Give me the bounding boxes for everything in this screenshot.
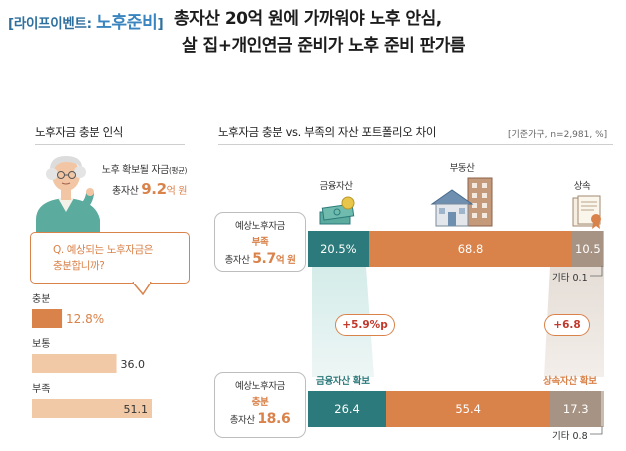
stacked-segment: 26.4 (308, 391, 387, 427)
avg-unit: 억 원 (166, 186, 188, 197)
page-title: 총자산 20억 원에 가까워야 노후 안심, 살 집+개인연금 준비가 노후 준… (174, 6, 614, 60)
row-bottom-total-label: 총자산 (229, 415, 255, 426)
inheritance-diff-badge: +6.8 (544, 314, 590, 336)
row-bottom-total-value: 18.6 (257, 411, 291, 427)
others-pointer-top (590, 266, 603, 277)
row-insufficient-label: 예상노후자금 부족 총자산 5.7억 원 (214, 212, 306, 272)
stacked-segment: 68.8 (368, 231, 573, 267)
segment-value-label: 20.5% (320, 242, 357, 256)
header-tag: [라이프이벤트: 노후준비] (8, 8, 164, 33)
stacked-segment: 20.5% (308, 231, 369, 267)
left-heading-divider (35, 144, 185, 145)
question-line-1: Q. 예상되는 노후자금은 (53, 244, 154, 256)
question-line-2: 충분합니까? (53, 260, 105, 272)
row-top-total-unit: 억 원 (275, 255, 296, 266)
financial-secure-label: 금융자산 확보 (316, 376, 370, 387)
segment-value-label: 55.4 (455, 402, 481, 416)
others-pointer-bottom (590, 426, 603, 435)
header-tag-suffix: ] (157, 16, 164, 32)
adequacy-bar (32, 354, 117, 373)
segment-value-label: 17.3 (562, 402, 589, 416)
adequacy-value-label: 12.8% (66, 312, 104, 326)
avg-value: 9.2 (141, 180, 167, 198)
stacked-segment: 17.3 (550, 391, 602, 427)
segment-value-label: 10.5 (575, 242, 601, 256)
row-bottom-line1: 예상노후자금 (234, 381, 286, 392)
avg-total-label: 총자산 (112, 186, 139, 197)
stacked-bar-sufficient: 26.4 55.4 17.3 (308, 391, 604, 427)
segment-value-label: 68.8 (457, 242, 484, 256)
adequacy-bar (32, 309, 63, 328)
building-icon (430, 177, 493, 227)
avg-label-small: (평균) (168, 166, 187, 175)
adequacy-value-label: 36.0 (121, 358, 146, 371)
stacked-segment: 55.4 (386, 391, 551, 427)
stacked-segment: 10.5 (572, 231, 604, 267)
header-tag-prefix: [라이프이벤트: (8, 16, 97, 32)
row-top-status: 부족 (251, 237, 269, 248)
adequacy-category-label: 부족 (32, 383, 50, 395)
inheritance-secure-label: 상속자산 확보 (543, 376, 597, 387)
question-bubble: Q. 예상되는 노후자금은 충분합니까? (30, 232, 190, 284)
row-sufficient-label: 예상노후자금 충분 총자산 18.6 (214, 372, 306, 438)
row-top-total: 총자산 5.7억 원 (215, 251, 305, 269)
stacked-bar-insufficient: 20.5% 68.8 10.5 (308, 231, 604, 267)
header-tag-main: 노후준비 (96, 13, 158, 33)
stacked-segment (601, 391, 604, 427)
others-bottom-note: 기타 0.8 (552, 431, 588, 442)
avg-label: 노후 확보될 자금 (101, 165, 170, 176)
category-financial-label: 금융자산 (319, 181, 353, 192)
category-inheritance-label: 상속 (573, 181, 591, 192)
title-line-2: 살 집+개인연금 준비가 노후 준비 판가름 (182, 36, 466, 56)
adequacy-bar (32, 399, 152, 418)
row-bottom-status: 충분 (251, 397, 269, 408)
left-heading: 노후자금 충분 인식 (35, 125, 123, 139)
title-line-1: 총자산 20억 원에 가까워야 노후 안심, (174, 9, 442, 29)
avg-label-line: 노후 확보될 자금(평균) (95, 162, 188, 180)
segment-value-label: 26.4 (334, 402, 360, 416)
category-realestate-label: 부동산 (449, 163, 475, 174)
row-top-line1: 예상노후자금 (234, 221, 286, 232)
avg-value-line: 총자산 9.2억 원 (95, 180, 187, 201)
row-top-total-value: 5.7 (252, 251, 276, 267)
row-bottom-total: 총자산 18.6 (215, 411, 305, 429)
adequacy-category-label: 보통 (32, 338, 50, 350)
right-heading-divider (218, 144, 613, 145)
others-top-note: 기타 0.1 (552, 273, 588, 284)
bubble-tail-icon (132, 282, 152, 296)
average-funds-box: 노후 확보될 자금(평균) 총자산 9.2억 원 (95, 162, 188, 201)
document-seal-icon (572, 195, 601, 229)
right-heading: 노후자금 충분 vs. 부족의 자산 포트폴리오 차이 (218, 125, 437, 139)
adequacy-value-label: 51.1 (124, 403, 149, 416)
adequacy-bar-chart: 충분 12.8% 보통 36.0 부족 51.1 (32, 293, 152, 418)
row-top-total-label: 총자산 (224, 255, 250, 266)
basis-note: [기준가구, n=2,981, %] (508, 130, 608, 140)
financial-diff-badge: +5.9%p (335, 314, 395, 336)
adequacy-category-label: 충분 (32, 293, 50, 305)
money-stack-icon (319, 196, 355, 225)
